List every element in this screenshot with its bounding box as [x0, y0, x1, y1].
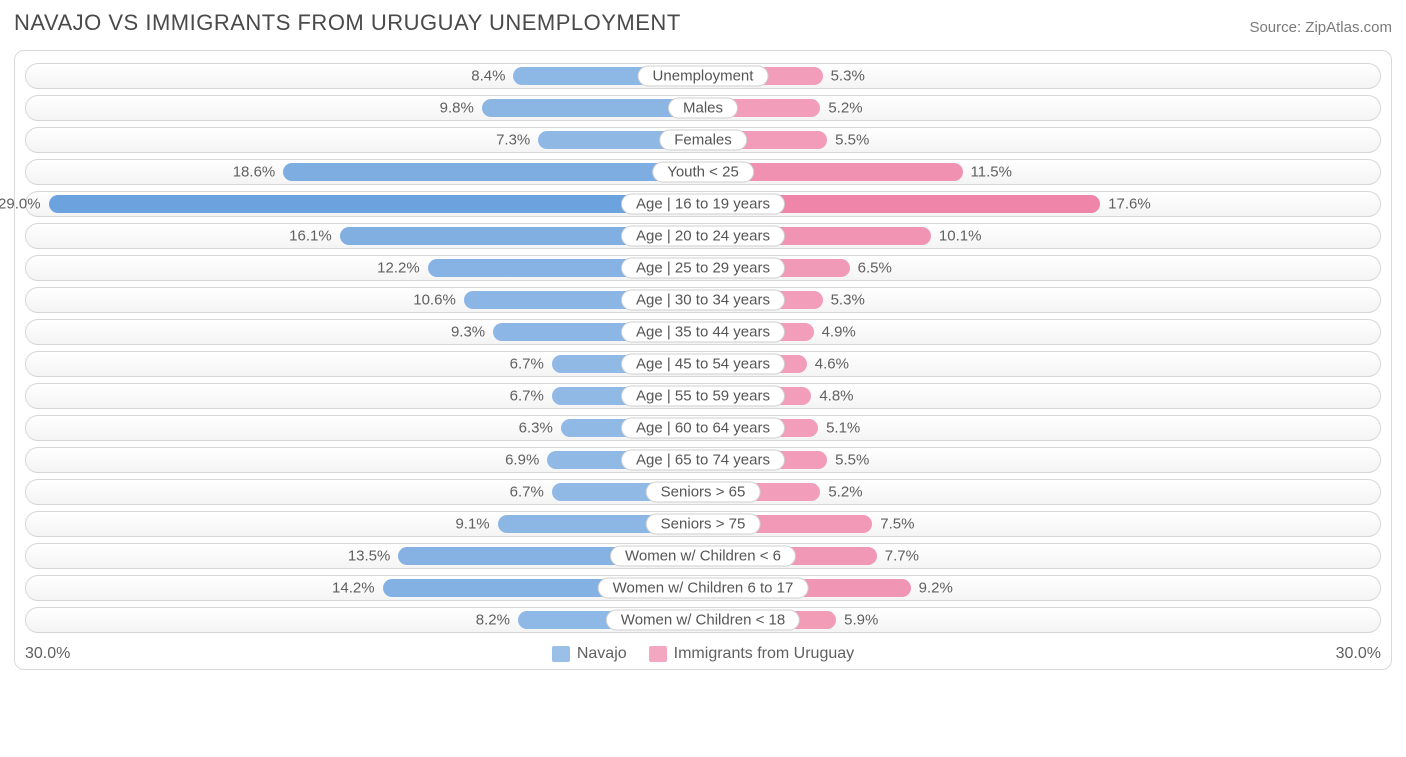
- category-label: Seniors > 75: [646, 514, 761, 535]
- category-label: Unemployment: [638, 66, 769, 87]
- bar-row: 6.7% 4.6% Age | 45 to 54 years: [25, 351, 1381, 377]
- bar-row: 9.3% 4.9% Age | 35 to 44 years: [25, 319, 1381, 345]
- value-left: 6.9%: [505, 452, 539, 469]
- value-right: 5.2%: [828, 484, 862, 501]
- bar-row: 7.3% 5.5% Females: [25, 127, 1381, 153]
- bar-rows-container: 8.4% 5.3% Unemployment 9.8% 5.2% Males 7.3% 5.5…: [25, 63, 1381, 633]
- value-left: 6.7%: [510, 356, 544, 373]
- bar-row: 6.3% 5.1% Age | 60 to 64 years: [25, 415, 1381, 441]
- bar-row: 12.2% 6.5% Age | 25 to 29 years: [25, 255, 1381, 281]
- chart-title: NAVAJO VS IMMIGRANTS FROM URUGUAY UNEMPL…: [14, 10, 681, 36]
- category-label: Age | 16 to 19 years: [621, 194, 785, 215]
- bar-row: 6.7% 4.8% Age | 55 to 59 years: [25, 383, 1381, 409]
- value-left: 6.3%: [519, 420, 553, 437]
- bar-row: 6.9% 5.5% Age | 65 to 74 years: [25, 447, 1381, 473]
- value-right: 5.5%: [835, 132, 869, 149]
- value-right: 7.5%: [880, 516, 914, 533]
- bar-row: 13.5% 7.7% Women w/ Children < 6: [25, 543, 1381, 569]
- bar-row: 14.2% 9.2% Women w/ Children 6 to 17: [25, 575, 1381, 601]
- bar-row: 16.1% 10.1% Age | 20 to 24 years: [25, 223, 1381, 249]
- value-right: 9.2%: [919, 580, 953, 597]
- value-left: 10.6%: [413, 292, 456, 309]
- bar-row: 10.6% 5.3% Age | 30 to 34 years: [25, 287, 1381, 313]
- category-label: Women w/ Children < 6: [610, 546, 796, 567]
- value-right: 4.6%: [815, 356, 849, 373]
- category-label: Age | 30 to 34 years: [621, 290, 785, 311]
- category-label: Youth < 25: [652, 162, 754, 183]
- source-attribution: Source: ZipAtlas.com: [1249, 19, 1392, 36]
- axis-max-left: 30.0%: [25, 645, 70, 663]
- value-right: 17.6%: [1108, 196, 1151, 213]
- header: NAVAJO VS IMMIGRANTS FROM URUGUAY UNEMPL…: [14, 10, 1392, 36]
- value-right: 4.8%: [819, 388, 853, 405]
- value-left: 12.2%: [377, 260, 420, 277]
- value-left: 13.5%: [348, 548, 391, 565]
- category-label: Males: [668, 98, 738, 119]
- value-left: 14.2%: [332, 580, 375, 597]
- value-left: 18.6%: [233, 164, 276, 181]
- bar-row: 18.6% 11.5% Youth < 25: [25, 159, 1381, 185]
- bar-row: 9.8% 5.2% Males: [25, 95, 1381, 121]
- value-left: 7.3%: [496, 132, 530, 149]
- value-right: 5.5%: [835, 452, 869, 469]
- axis-max-right: 30.0%: [1336, 645, 1381, 663]
- chart-area: 8.4% 5.3% Unemployment 9.8% 5.2% Males 7.3% 5.5…: [14, 50, 1392, 670]
- legend: Navajo Immigrants from Uruguay: [552, 645, 854, 663]
- value-left: 9.1%: [455, 516, 489, 533]
- bar-row: 9.1% 7.5% Seniors > 75: [25, 511, 1381, 537]
- value-right: 6.5%: [858, 260, 892, 277]
- value-right: 5.2%: [828, 100, 862, 117]
- value-right: 5.3%: [831, 68, 865, 85]
- category-label: Age | 65 to 74 years: [621, 450, 785, 471]
- legend-swatch-left: [552, 646, 570, 662]
- category-label: Women w/ Children 6 to 17: [598, 578, 809, 599]
- value-left: 6.7%: [510, 388, 544, 405]
- value-left: 29.0%: [0, 196, 41, 213]
- value-left: 16.1%: [289, 228, 332, 245]
- value-right: 4.9%: [822, 324, 856, 341]
- category-label: Age | 45 to 54 years: [621, 354, 785, 375]
- bar-row: 8.4% 5.3% Unemployment: [25, 63, 1381, 89]
- value-left: 9.8%: [440, 100, 474, 117]
- legend-label-left: Navajo: [577, 645, 627, 663]
- category-label: Age | 55 to 59 years: [621, 386, 785, 407]
- legend-label-right: Immigrants from Uruguay: [674, 645, 855, 663]
- chart-footer: 30.0% Navajo Immigrants from Uruguay 30.…: [25, 645, 1381, 663]
- value-right: 5.9%: [844, 612, 878, 629]
- bar-row: 8.2% 5.9% Women w/ Children < 18: [25, 607, 1381, 633]
- bar-left: [49, 195, 703, 213]
- category-label: Females: [659, 130, 747, 151]
- value-right: 11.5%: [971, 164, 1012, 181]
- category-label: Age | 60 to 64 years: [621, 418, 785, 439]
- value-right: 5.3%: [831, 292, 865, 309]
- value-left: 9.3%: [451, 324, 485, 341]
- category-label: Women w/ Children < 18: [606, 610, 800, 631]
- category-label: Age | 25 to 29 years: [621, 258, 785, 279]
- value-left: 8.4%: [471, 68, 505, 85]
- value-right: 10.1%: [939, 228, 982, 245]
- value-left: 8.2%: [476, 612, 510, 629]
- value-right: 7.7%: [885, 548, 919, 565]
- legend-item-left: Navajo: [552, 645, 627, 663]
- legend-swatch-right: [649, 646, 667, 662]
- bar-row: 29.0%17.6%Age | 16 to 19 years: [25, 191, 1381, 217]
- bar-left: [283, 163, 703, 181]
- category-label: Seniors > 65: [646, 482, 761, 503]
- value-right: 5.1%: [826, 420, 860, 437]
- category-label: Age | 20 to 24 years: [621, 226, 785, 247]
- category-label: Age | 35 to 44 years: [621, 322, 785, 343]
- value-left: 6.7%: [510, 484, 544, 501]
- bar-row: 6.7% 5.2% Seniors > 65: [25, 479, 1381, 505]
- legend-item-right: Immigrants from Uruguay: [649, 645, 855, 663]
